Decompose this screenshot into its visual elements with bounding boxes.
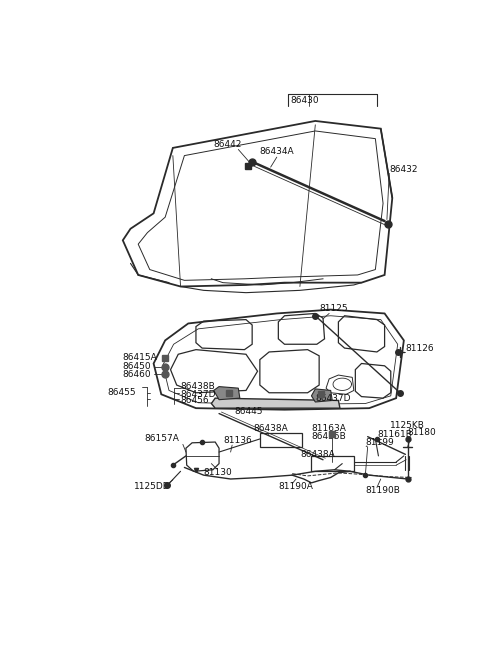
Text: 86438A: 86438A (300, 450, 335, 459)
Text: 81125: 81125 (319, 303, 348, 312)
Text: 86157A: 86157A (144, 434, 179, 443)
Text: 86456: 86456 (180, 396, 209, 405)
Text: 86430: 86430 (291, 96, 319, 105)
Text: 86442: 86442 (214, 140, 242, 149)
Text: 86437D: 86437D (180, 390, 216, 399)
Text: 86445: 86445 (234, 407, 263, 416)
Polygon shape (214, 386, 240, 400)
Text: 86438A: 86438A (254, 424, 288, 434)
Text: 86415A: 86415A (123, 353, 157, 362)
Text: 1125DB: 1125DB (134, 482, 170, 491)
Text: 86460: 86460 (123, 370, 151, 379)
Text: 86450: 86450 (123, 362, 151, 371)
Polygon shape (211, 398, 340, 408)
Text: 81136: 81136 (223, 436, 252, 445)
Text: 81130: 81130 (204, 468, 232, 477)
Text: 86455: 86455 (108, 388, 136, 398)
Text: 81199: 81199 (365, 438, 394, 447)
Text: 86435B: 86435B (312, 432, 346, 441)
Text: 1125KB: 1125KB (390, 421, 425, 430)
Text: 86432: 86432 (389, 165, 418, 174)
Text: 81190A: 81190A (278, 482, 313, 491)
Text: 81163A: 81163A (312, 424, 347, 434)
Text: 86434A: 86434A (260, 147, 295, 157)
Text: 81161B: 81161B (377, 430, 412, 439)
Text: 81190B: 81190B (365, 486, 400, 495)
Polygon shape (312, 389, 332, 402)
Text: 81180: 81180 (408, 428, 436, 438)
Text: 86437D: 86437D (315, 394, 351, 403)
Text: 86438B: 86438B (180, 382, 216, 391)
Text: 81126: 81126 (406, 344, 434, 352)
